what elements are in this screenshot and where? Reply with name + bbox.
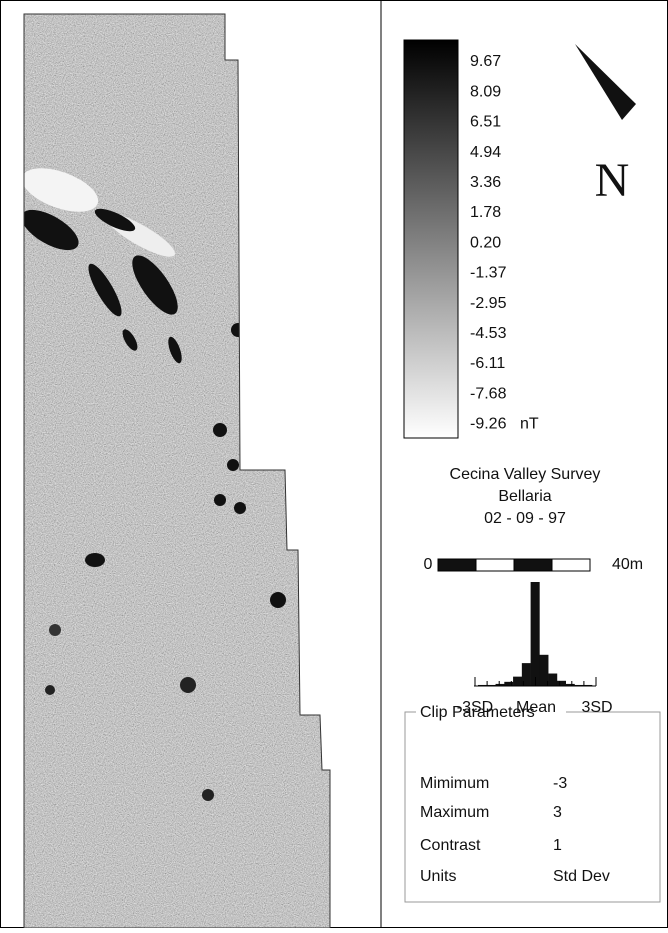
scale-start: 0 — [424, 556, 433, 573]
clip-cell: -3 — [553, 775, 567, 792]
clip-cell: Contrast — [420, 837, 481, 854]
survey-title: 02 - 09 - 97 — [484, 510, 566, 527]
legend-label: 3.36 — [470, 174, 501, 191]
legend-label: -2.95 — [470, 295, 507, 312]
legend-label: -4.53 — [470, 325, 507, 342]
legend-label: 0.20 — [470, 234, 501, 251]
legend-label: -7.68 — [470, 385, 507, 402]
survey-title: Cecina Valley Survey — [450, 466, 601, 483]
scale-segment — [552, 559, 590, 571]
scale-segment — [514, 559, 552, 571]
legend-label: -6.11 — [470, 355, 505, 372]
scale-segment — [438, 559, 476, 571]
legend-label: 1.78 — [470, 204, 501, 221]
histogram-bar — [539, 655, 548, 686]
histogram-bar — [504, 682, 513, 686]
legend-label: -1.37 — [470, 265, 507, 282]
histogram-label: -3SD — [457, 699, 493, 716]
histogram-bar — [557, 681, 566, 686]
histogram-label: Mean — [516, 699, 556, 716]
scale-segment — [476, 559, 514, 571]
survey-title: Bellaria — [498, 488, 551, 505]
clip-cell: 3 — [553, 804, 562, 821]
legend-label: 9.67 — [470, 53, 501, 70]
scale-end: 40m — [612, 556, 643, 573]
histogram-bar — [513, 677, 522, 686]
legend-label: 6.51 — [470, 114, 501, 131]
clip-cell: 1 — [553, 837, 562, 854]
legend-unit: nT — [520, 416, 539, 433]
histogram-bar — [548, 674, 557, 686]
histogram-bar — [531, 582, 540, 686]
legend-label: -9.26 — [470, 416, 507, 433]
legend-label: 8.09 — [470, 83, 501, 100]
histogram-label: 3SD — [581, 699, 612, 716]
screen: N Clip Parameters 9.678.096.514.943.361.… — [0, 0, 668, 928]
legend-label: 4.94 — [470, 144, 501, 161]
clip-cell: Std Dev — [553, 868, 610, 885]
clip-cell: Units — [420, 868, 456, 885]
clip-cell: Mimimum — [420, 775, 489, 792]
north-label: N — [595, 154, 630, 207]
color-bar — [404, 40, 458, 438]
clip-cell: Maximum — [420, 804, 489, 821]
